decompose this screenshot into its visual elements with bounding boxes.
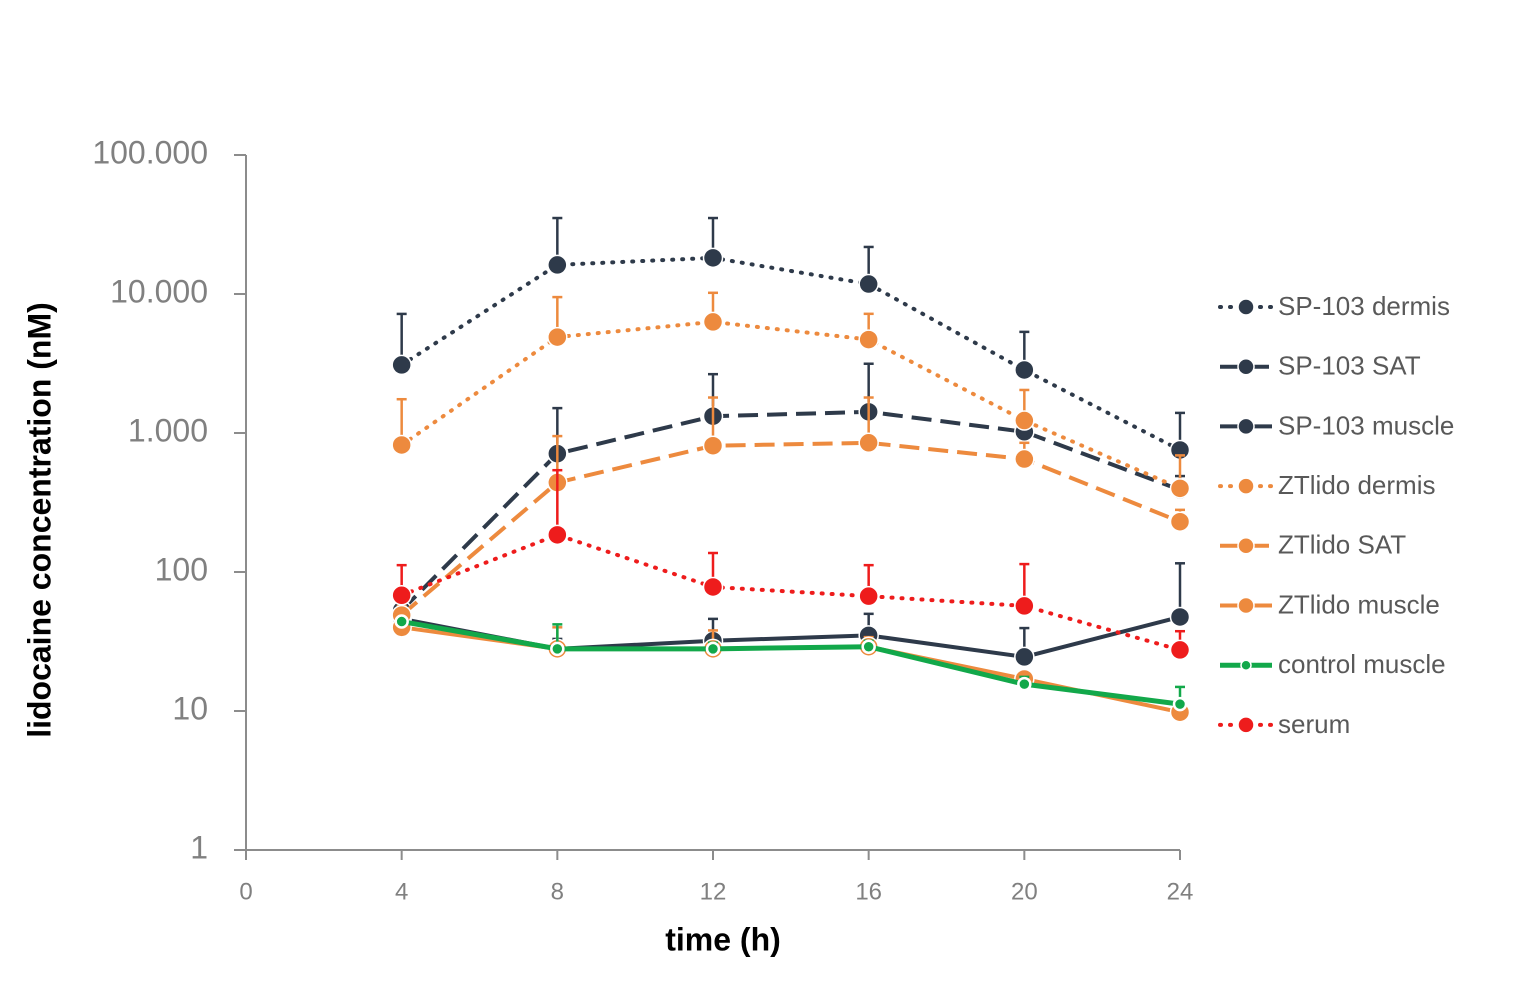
x-tick-label: 20: [1011, 878, 1038, 905]
y-tick-label: 100: [155, 551, 208, 587]
legend-marker: [1237, 716, 1255, 734]
data-point: [705, 641, 721, 657]
data-point: [547, 524, 568, 546]
data-point: [1169, 639, 1191, 661]
series-line: [399, 255, 1182, 452]
data-point: [1017, 676, 1032, 692]
data-point: [702, 311, 724, 333]
legend-label: control muscle: [1278, 649, 1446, 679]
legend-label: serum: [1278, 709, 1350, 739]
data-point: [1014, 448, 1035, 470]
data-point: [391, 354, 412, 376]
legend-label: ZTlido SAT: [1278, 530, 1406, 560]
series-line: [399, 532, 1182, 652]
legend-label: ZTlido muscle: [1278, 589, 1440, 619]
data-point: [1014, 595, 1035, 617]
y-tick-label: 10: [172, 690, 208, 726]
data-point: [702, 435, 724, 456]
y-axis-title: lidocaine concentration (nM): [21, 302, 57, 738]
y-tick-label: 1.000: [128, 412, 208, 448]
data-point: [547, 326, 568, 348]
legend-marker: [1240, 659, 1252, 671]
legend-marker: [1237, 417, 1255, 436]
data-point: [858, 585, 879, 607]
series-line: [401, 615, 1181, 659]
legend-label: SP-103 SAT: [1278, 351, 1421, 381]
legend-label: SP-103 muscle: [1278, 410, 1454, 440]
data-point: [547, 254, 568, 276]
x-tick-label: 12: [700, 878, 727, 905]
data-point: [861, 639, 876, 654]
data-point: [394, 614, 409, 629]
y-tick-label: 10.000: [110, 273, 208, 309]
data-point: [391, 585, 412, 606]
y-tick-label: 100.000: [92, 134, 208, 170]
y-tick-label: 1: [190, 829, 208, 865]
data-point: [1014, 646, 1035, 668]
data-point: [858, 273, 879, 295]
series-line: [400, 409, 1181, 612]
data-point: [1014, 410, 1035, 431]
legend-marker: [1237, 357, 1255, 376]
x-tick-label: 4: [395, 878, 408, 905]
legend-marker: [1237, 477, 1255, 495]
data-point: [858, 329, 879, 350]
series-line: [399, 319, 1182, 491]
x-tick-label: 24: [1167, 878, 1194, 905]
data-point: [1169, 478, 1191, 499]
data-point: [1169, 511, 1191, 532]
data-point: [858, 432, 879, 454]
x-tick-label: 8: [551, 878, 564, 905]
x-tick-label: 0: [239, 878, 252, 905]
legend-marker: [1237, 596, 1255, 615]
data-point: [550, 641, 565, 657]
data-point: [1172, 696, 1188, 712]
error-bar: [552, 468, 563, 535]
data-point: [391, 434, 412, 456]
series-line: [400, 440, 1181, 617]
series-line: [401, 619, 1181, 707]
x-axis-title: time (h): [665, 921, 781, 957]
x-tick-label: 16: [855, 878, 882, 905]
legend-label: SP-103 dermis: [1278, 291, 1450, 321]
legend-marker: [1237, 537, 1255, 555]
legend-marker: [1237, 298, 1255, 316]
data-point: [1014, 359, 1035, 381]
legend-label: ZTlido dermis: [1278, 470, 1435, 500]
data-point: [702, 576, 724, 598]
data-point: [1169, 606, 1191, 628]
data-point: [702, 247, 724, 269]
